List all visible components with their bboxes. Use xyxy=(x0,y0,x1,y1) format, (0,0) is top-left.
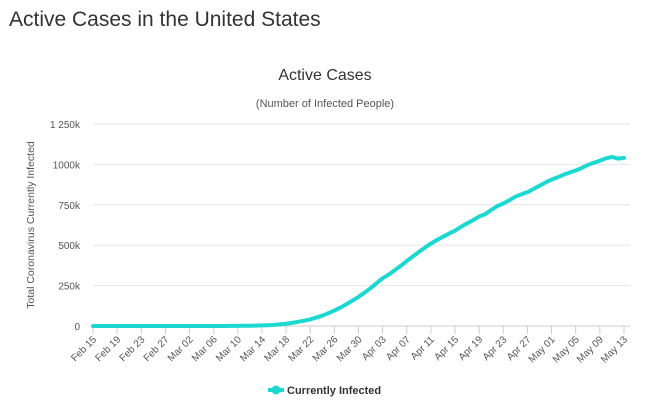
x-tick-label: Mar 10 xyxy=(214,334,244,364)
page-heading: Active Cases in the United States xyxy=(9,8,321,31)
x-tick-label: Feb 15 xyxy=(69,334,99,364)
x-tick-label: Apr 03 xyxy=(360,334,389,363)
x-tick-label: Apr 15 xyxy=(433,334,462,363)
chart-subtitle: (Number of Infected People) xyxy=(256,98,394,110)
x-tick-label: Mar 18 xyxy=(262,334,292,364)
y-tick-label: 0 xyxy=(74,322,80,333)
series-group xyxy=(91,155,626,328)
x-tick-label: Apr 11 xyxy=(409,334,437,362)
y-tick-label: 1 250k xyxy=(50,120,81,131)
legend[interactable]: Currently Infected xyxy=(268,385,381,397)
x-tick-label: Feb 27 xyxy=(142,334,172,364)
y-tick-label: 750k xyxy=(58,201,81,212)
x-tick-label: Mar 26 xyxy=(311,334,341,364)
x-tick-label: Apr 07 xyxy=(384,334,413,363)
x-tick-label: Mar 06 xyxy=(190,334,220,364)
x-tick-label: May 13 xyxy=(599,334,630,365)
x-tick-label: Feb 23 xyxy=(118,334,148,364)
x-tick-label: Mar 02 xyxy=(166,334,196,364)
x-tick-label: Mar 22 xyxy=(287,334,317,364)
legend-swatch-marker xyxy=(271,385,281,395)
x-tick-label: Apr 23 xyxy=(481,334,510,363)
y-tick-label: 500k xyxy=(58,241,81,252)
x-tick-label: Apr 19 xyxy=(457,334,486,363)
y-tick-label: 250k xyxy=(58,282,81,293)
series-line-currently-infected[interactable] xyxy=(91,155,626,328)
y-axis-labels: 0 250k 500k 750k 1000k 1 250k xyxy=(50,120,81,333)
legend-label-currently-infected[interactable]: Currently Infected xyxy=(287,385,381,397)
y-axis-title: Total Coronavirus Currently Infected xyxy=(25,141,37,309)
x-tick-label: Feb 19 xyxy=(93,334,123,364)
grid xyxy=(93,123,630,327)
x-tick-label: Mar 14 xyxy=(238,334,268,364)
y-tick-label: 1000k xyxy=(53,160,81,171)
x-tick-label: Mar 30 xyxy=(335,334,365,364)
chart-title: Active Cases xyxy=(278,67,371,84)
